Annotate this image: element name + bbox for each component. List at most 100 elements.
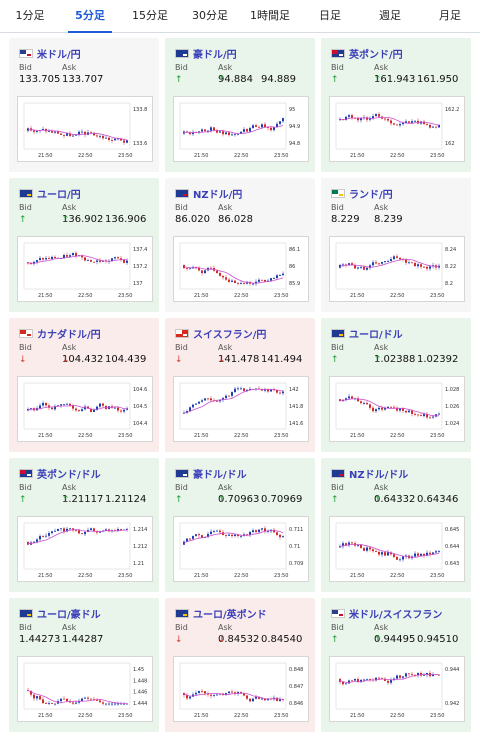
pair-name[interactable]: NZドル/ドル xyxy=(331,466,408,481)
candle-body xyxy=(210,398,212,401)
pair-name[interactable]: ユーロ/豪ドル xyxy=(19,606,101,621)
candlestick-chart[interactable]: 142 141.8 141.6 21:50 22:50 23:50 xyxy=(173,376,309,442)
candle-body xyxy=(243,388,245,391)
rate-card[interactable]: 豪ドル/ドル Bid Ask ↑ 0.70963↑ 0.70969 0.711 0.71 0.7… xyxy=(165,458,315,592)
pair-name[interactable]: ユーロ/英ポンド xyxy=(175,606,267,621)
flag-icon xyxy=(175,328,189,338)
candlestick-chart[interactable]: 0.848 0.847 0.846 21:50 22:50 23:50 xyxy=(173,656,309,722)
candle-body xyxy=(72,405,74,409)
rate-card[interactable]: ユーロ/円 Bid Ask ↑ 136.902↑ 136.906 137.4 137.2 137… xyxy=(9,178,159,312)
candlestick-chart[interactable]: 162.2 162 21:50 22:50 23:50 xyxy=(329,96,465,162)
candle-body xyxy=(408,262,410,264)
pair-name[interactable]: ユーロ/円 xyxy=(19,186,81,201)
candle-body xyxy=(372,262,374,266)
pair-label: 米ドル/スイスフラン xyxy=(349,609,443,621)
pair-name[interactable]: 豪ドル/円 xyxy=(175,46,237,61)
candle-body xyxy=(426,124,428,125)
tab-2[interactable]: 15分足 xyxy=(132,9,168,22)
rate-card[interactable]: 英ポンド/円 Bid Ask ↑ 161.943↑ 161.950 162.2 162 21:5… xyxy=(321,38,471,172)
rate-card[interactable]: スイスフラン/円 Bid Ask ↓ 141.478↓ 141.494 142 141.8 14… xyxy=(165,318,315,452)
candle-body xyxy=(114,407,116,409)
pair-name[interactable]: NZドル/円 xyxy=(175,186,242,201)
candle-body xyxy=(120,410,122,412)
candlestick-chart[interactable]: 133.8 133.6 21:50 22:50 23:50 xyxy=(17,96,153,162)
candle-body xyxy=(204,270,206,274)
rate-card[interactable]: 英ポンド/ドル Bid Ask ↑ 1.21117↑ 1.21124 1.214 1.212 1… xyxy=(9,458,159,592)
rate-card[interactable]: カナダドル/円 Bid Ask ↓ 104.432↓ 104.439 104.6 104.5 1… xyxy=(9,318,159,452)
y-tick-label: 0.846 xyxy=(289,701,303,707)
rate-card[interactable]: ランド/円 Bid Ask 8.229 8.239 8.24 8.22 8.2 21:50 22:… xyxy=(321,178,471,312)
candle-body xyxy=(423,266,425,268)
candle-body xyxy=(426,552,428,556)
currency-grid: 米ドル/円 Bid Ask 133.705 133.707 133.8 133.6 21:50… xyxy=(0,33,480,732)
ask-label: Ask xyxy=(218,623,233,632)
candlestick-chart[interactable]: 95 94.9 94.8 21:50 22:50 23:50 xyxy=(173,96,309,162)
pair-name[interactable]: 米ドル/スイスフラン xyxy=(331,606,443,621)
pair-name[interactable]: スイスフラン/円 xyxy=(175,326,266,341)
pair-label: 米ドル/円 xyxy=(37,49,81,61)
pair-name[interactable]: 英ポンド/円 xyxy=(331,46,403,61)
bid-value: 0.84532 xyxy=(218,634,260,645)
candle-body xyxy=(126,528,128,530)
pair-name[interactable]: 米ドル/円 xyxy=(19,46,81,61)
candlestick-chart[interactable]: 1.214 1.212 1.21 21:50 22:50 23:50 xyxy=(17,516,153,582)
rate-card[interactable]: ユーロ/英ポンド Bid Ask ↓ 0.84532↓ 0.84540 0.848 0.847… xyxy=(165,598,315,732)
x-tick-label: 21:50 xyxy=(350,573,364,579)
candlestick-chart[interactable]: 86.1 86 85.9 21:50 22:50 23:50 xyxy=(173,236,309,302)
candlestick-chart[interactable]: 0.645 0.644 0.643 21:50 22:50 23:50 xyxy=(329,516,465,582)
ask-value-wrap: ↑ 1.21124 xyxy=(62,494,146,505)
candle-body xyxy=(48,130,50,132)
tab-1[interactable]: 5分足 xyxy=(60,0,120,33)
bid-value-wrap: ↑ 136.902 xyxy=(19,214,103,225)
candlestick-chart[interactable]: 1.45 1.448 1.446 1.444 21:50 22:50 23:50 xyxy=(17,656,153,722)
candle-body xyxy=(414,674,416,676)
tab-4[interactable]: 1時間足 xyxy=(250,9,290,22)
x-tick-label: 22:50 xyxy=(234,433,248,439)
pair-name[interactable]: 英ポンド/ドル xyxy=(19,466,101,481)
candle-body xyxy=(108,703,110,705)
candle-body xyxy=(258,696,260,699)
candle-body xyxy=(393,554,395,557)
rate-card[interactable]: 豪ドル/円 Bid Ask ↑ 94.884↑ 94.889 95 94.9 94.8 21:50… xyxy=(165,38,315,172)
rate-card[interactable]: NZドル/ドル Bid Ask ↑ 0.64332↑ 0.64346 0.645 0.644 0… xyxy=(321,458,471,592)
candle-body xyxy=(120,703,122,705)
candlestick-chart[interactable]: 104.6 104.5 104.4 21:50 22:50 23:50 xyxy=(17,376,153,442)
candlestick-chart[interactable]: 0.944 0.942 21:50 22:50 23:50 xyxy=(329,656,465,722)
ask-arrow-up-icon: ↑ xyxy=(218,75,226,85)
pair-name[interactable]: ランド/円 xyxy=(331,186,393,201)
tab-7[interactable]: 月足 xyxy=(439,9,461,22)
pair-name[interactable]: ユーロ/ドル xyxy=(331,326,403,341)
candle-body xyxy=(405,673,407,677)
candle-body xyxy=(33,541,35,543)
rate-card[interactable]: 米ドル/スイスフラン Bid Ask ↑ 0.94495↑ 0.94510 0.944 0.9… xyxy=(321,598,471,732)
tab-5[interactable]: 日足 xyxy=(319,9,341,22)
candlestick-chart[interactable]: 8.24 8.22 8.2 21:50 22:50 23:50 xyxy=(329,236,465,302)
tab-0[interactable]: 1分足 xyxy=(15,9,45,22)
pair-name[interactable]: カナダドル/円 xyxy=(19,326,101,341)
candle-body xyxy=(54,256,56,258)
rate-card[interactable]: ユーロ/ドル Bid Ask ↑ 1.02388↑ 1.02392 1.028 1.026 1.… xyxy=(321,318,471,452)
candlestick-chart[interactable]: 1.028 1.026 1.024 21:50 22:50 23:50 xyxy=(329,376,465,442)
candle-body xyxy=(393,123,395,125)
tab-6[interactable]: 週足 xyxy=(379,9,401,22)
candle-body xyxy=(204,691,206,694)
y-tick-label: 86.1 xyxy=(289,247,300,253)
bid-value: 8.229 xyxy=(331,214,360,225)
candlestick-chart[interactable]: 137.4 137.2 137 21:50 22:50 23:50 xyxy=(17,236,153,302)
candle-body xyxy=(102,702,104,704)
candle-body xyxy=(204,537,206,538)
candle-body xyxy=(228,279,230,282)
tab-3[interactable]: 30分足 xyxy=(192,9,228,22)
candle-body xyxy=(384,118,386,120)
candle-body xyxy=(366,547,368,551)
candle-body xyxy=(66,698,68,702)
candle-body xyxy=(363,679,365,681)
candle-body xyxy=(69,133,71,137)
rate-card[interactable]: ユーロ/豪ドル Bid Ask 1.44273 1.44287 1.45 1.448 1.44… xyxy=(9,598,159,732)
rate-card[interactable]: NZドル/円 Bid Ask 86.020 86.028 86.1 86 85.9 21:50 2… xyxy=(165,178,315,312)
candlestick-chart[interactable]: 0.711 0.71 0.709 21:50 22:50 23:50 xyxy=(173,516,309,582)
pair-name[interactable]: 豪ドル/ドル xyxy=(175,466,247,481)
candle-body xyxy=(387,261,389,262)
candle-body xyxy=(42,536,44,537)
rate-card[interactable]: 米ドル/円 Bid Ask 133.705 133.707 133.8 133.6 21:50… xyxy=(9,38,159,172)
